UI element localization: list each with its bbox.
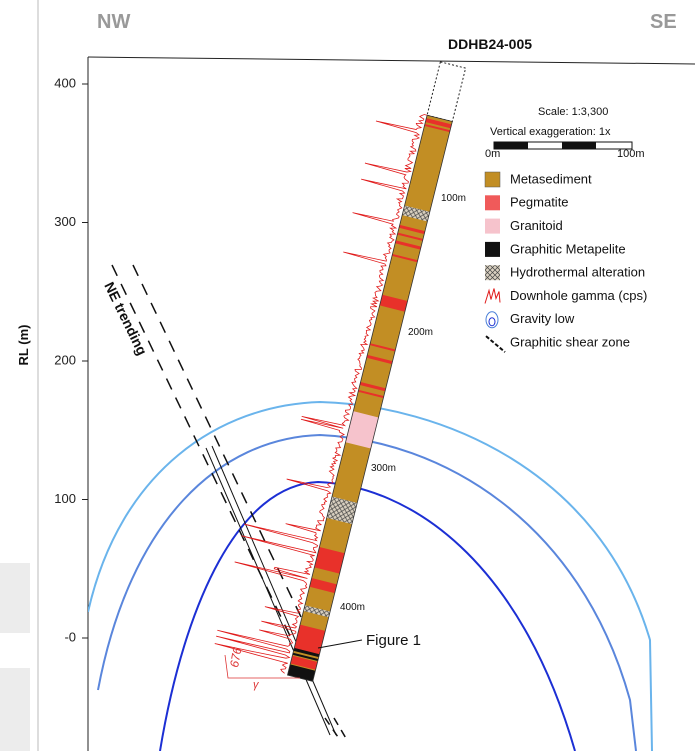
scale-bar: 0m 100m — [485, 142, 645, 160]
leader-line — [318, 640, 362, 648]
legend-label: Metasediment — [510, 171, 592, 186]
cross-section: NW SE DDHB24-005 RL (m) 400 300 200 100 -0 N… — [0, 0, 695, 751]
side-panel — [0, 563, 30, 633]
exaggeration-text: Vertical exaggeration: 1x — [490, 126, 611, 138]
legend-label: Downhole gamma (cps) — [510, 288, 647, 303]
legend-swatch — [489, 318, 495, 326]
legend-swatch — [485, 265, 500, 280]
scale-text: Scale: 1:3,300 — [538, 106, 608, 118]
hole-id: DDHB24-005 — [448, 36, 532, 52]
y-ticks: 400 300 200 100 -0 — [54, 75, 88, 644]
direction-label: NW — [97, 11, 130, 33]
legend-label: Graphitic shear zone — [510, 335, 630, 350]
legend-swatch — [486, 336, 505, 352]
legend-swatch — [485, 219, 500, 234]
depth-label: 400m — [340, 602, 365, 613]
metasediment — [287, 115, 452, 681]
tick-label: 100 — [54, 491, 76, 506]
legend: Metasediment Pegmatite Granitoid Graphitic … — [485, 171, 647, 352]
legend-swatch — [485, 172, 500, 187]
legend-swatch — [485, 242, 500, 257]
axis-title: RL (m) — [16, 325, 31, 366]
gravity-contour — [98, 435, 636, 751]
tick-label: 300 — [54, 214, 76, 229]
tick-label: 400 — [54, 75, 76, 90]
tick-label: 200 — [54, 352, 76, 367]
legend-label: Pegmatite — [510, 195, 569, 210]
legend-label: Gravity low — [510, 311, 575, 326]
legend-label: Graphitic Metapelite — [510, 241, 626, 256]
hole-collar — [427, 62, 466, 122]
gamma-max: 676 — [227, 646, 244, 668]
gravity-contour — [88, 402, 652, 751]
depth-label: 300m — [371, 463, 396, 474]
gravity-lows — [88, 402, 652, 751]
figure-label: Figure 1 — [366, 632, 421, 649]
direction-label: SE — [650, 11, 677, 33]
scale-start: 0m — [485, 148, 500, 160]
gravity-contour — [160, 482, 575, 751]
scale-end: 100m — [617, 148, 645, 160]
gamma-axis: γ — [253, 679, 260, 691]
legend-label: Hydrothermal alteration — [510, 265, 645, 280]
legend-swatch — [485, 289, 500, 304]
legend-swatch — [485, 195, 500, 210]
depth-label: 200m — [408, 327, 433, 338]
topography — [88, 57, 695, 64]
drillhole — [211, 43, 466, 682]
trend-label: NE trending — [101, 279, 150, 357]
tick-label: -0 — [64, 629, 76, 644]
legend-label: Granitoid — [510, 218, 563, 233]
side-panel — [0, 668, 30, 751]
depth-label: 100m — [441, 193, 466, 204]
